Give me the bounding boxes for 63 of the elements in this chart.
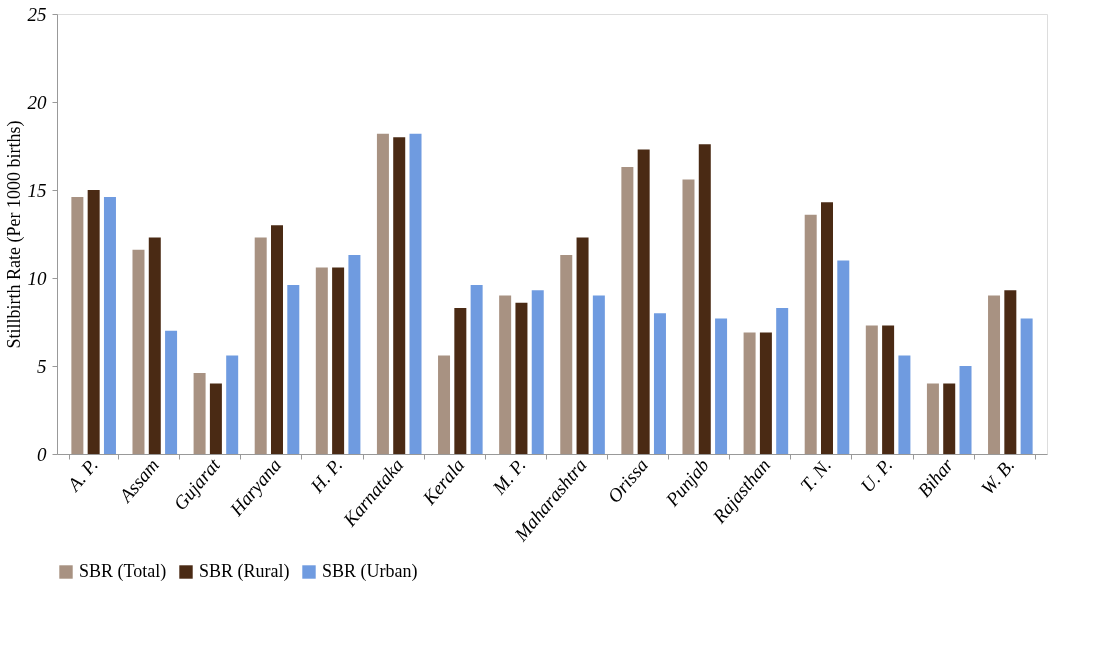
bar	[332, 267, 345, 454]
bar	[287, 285, 300, 454]
bar	[87, 190, 100, 454]
bar	[515, 302, 528, 454]
bar	[409, 133, 422, 454]
bar	[193, 373, 206, 454]
bar	[576, 237, 589, 454]
bar	[271, 225, 283, 454]
x-tick-label: U. P.	[856, 454, 897, 497]
bar	[882, 325, 895, 454]
x-tick-label: T. N.	[795, 454, 836, 496]
legend-label: SBR (Rural)	[199, 561, 290, 582]
bar	[71, 197, 84, 454]
bar	[1004, 290, 1017, 454]
bar	[209, 383, 222, 454]
y-tick-label: 5	[37, 355, 47, 377]
bar	[393, 137, 406, 454]
bar	[621, 167, 634, 454]
bar	[821, 202, 833, 454]
bar	[470, 285, 483, 454]
bar	[454, 307, 467, 454]
x-tick-label: W. B.	[976, 454, 1019, 499]
bar	[148, 237, 161, 454]
bar	[743, 332, 756, 454]
bar	[865, 325, 878, 454]
bar	[959, 366, 972, 454]
bar	[531, 290, 544, 454]
bar	[943, 383, 956, 454]
x-tick-label: H. P.	[305, 454, 347, 498]
bar	[132, 249, 145, 454]
bar	[988, 295, 1001, 454]
bar	[592, 295, 605, 454]
y-tick-label: 15	[27, 179, 47, 201]
bar	[759, 332, 772, 454]
bar	[776, 307, 789, 454]
bar	[165, 330, 178, 454]
x-tick-label: A. P.	[61, 454, 102, 497]
bar	[226, 355, 239, 454]
y-tick-label: 20	[27, 91, 47, 113]
y-tick-label: 0	[37, 443, 47, 465]
bar	[560, 255, 573, 454]
bar	[637, 149, 650, 454]
bar	[376, 133, 389, 454]
bar	[804, 214, 817, 454]
bar	[438, 355, 451, 454]
bar	[837, 260, 850, 454]
y-tick-label: 10	[27, 267, 47, 289]
legend-label: SBR (Total)	[79, 561, 167, 582]
bar	[898, 355, 911, 454]
bar	[698, 144, 711, 454]
bar	[499, 295, 512, 454]
legend-label: SBR (Urban)	[322, 561, 418, 582]
y-tick-label: 25	[27, 3, 47, 25]
bar	[926, 383, 939, 454]
bar	[348, 255, 361, 454]
bar	[715, 318, 728, 454]
bar	[103, 197, 116, 454]
bar	[315, 267, 328, 454]
bar	[254, 237, 267, 454]
bar	[653, 313, 666, 454]
y-axis-title: Stillbirth Rate (Per 1000 births)	[3, 120, 25, 349]
bar	[682, 179, 695, 454]
bar	[1020, 318, 1033, 454]
